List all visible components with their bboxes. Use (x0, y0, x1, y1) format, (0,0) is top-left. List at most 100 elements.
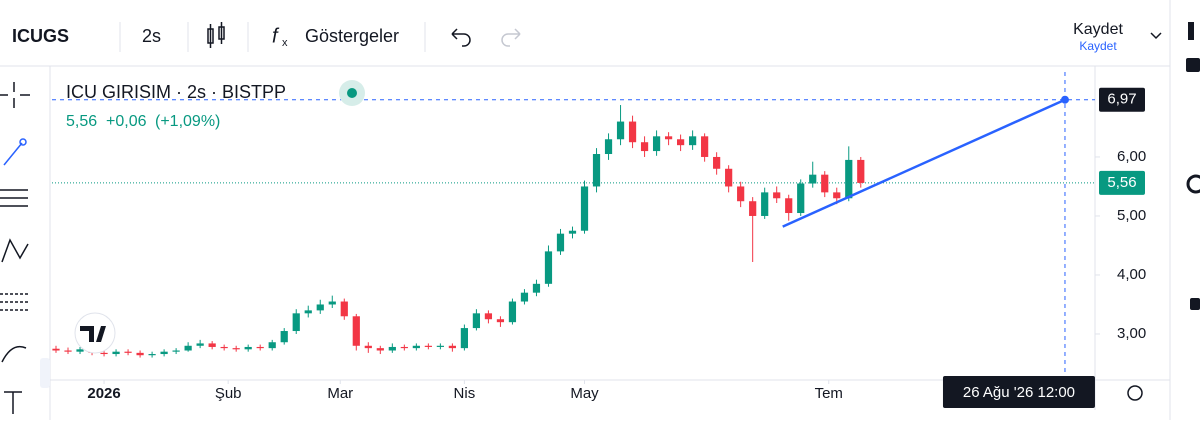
indicators[interactable]: Göstergeler (305, 26, 399, 46)
symbol[interactable]: ICUGS (12, 26, 69, 46)
candle-body (857, 159, 865, 183)
last-price-tag-bg (1099, 170, 1145, 195)
redo[interactable] (501, 28, 521, 47)
sidebar-icon[interactable] (1186, 58, 1200, 72)
candle-icon[interactable] (207, 22, 225, 48)
candle-body (556, 233, 565, 252)
crosshair-time-label: 26 Ağu '26 12:00 (963, 384, 1075, 401)
candle-body (592, 154, 601, 187)
candle-body (232, 348, 240, 350)
left-toolbar (0, 82, 30, 414)
undo[interactable] (451, 28, 471, 47)
candle-body (112, 351, 120, 355)
candle-body (316, 304, 324, 311)
candle-body (689, 136, 697, 146)
logo[interactable] (80, 326, 106, 342)
candle-body (520, 292, 529, 302)
legend-change-pct: (+1,09%) (155, 113, 220, 130)
candle-body (268, 342, 276, 349)
candle-body (244, 346, 252, 350)
save[interactable]: Kaydet (1073, 21, 1123, 38)
candle-body (845, 159, 853, 199)
candle-body (785, 198, 793, 214)
candle-body (604, 139, 613, 155)
candle-body (76, 349, 84, 352)
candle-body (472, 313, 481, 329)
save-menu[interactable] (1150, 32, 1162, 40)
fx-icon[interactable]: f (272, 25, 280, 47)
candle-body (737, 186, 745, 202)
trendline (782, 98, 1066, 228)
chart-title: ICU GIRISIM · 2s · BISTPP (66, 82, 286, 102)
candle-body (628, 121, 637, 143)
candle-body (412, 345, 420, 349)
last-price-label: 5,56 (1107, 174, 1136, 191)
interval[interactable]: 2s (142, 26, 161, 46)
candle-body (580, 186, 589, 231)
price-tag-bg (1099, 87, 1145, 112)
candle-body (436, 345, 444, 347)
candle-body (280, 331, 288, 343)
x-tick-label: May (570, 385, 599, 402)
candle-body (172, 350, 180, 352)
candle-body (484, 313, 493, 320)
candle-body (640, 142, 649, 152)
candle-body (160, 351, 168, 355)
candle-body (184, 345, 192, 351)
candle-body (340, 301, 348, 317)
sidebar-icon[interactable] (1188, 22, 1194, 40)
crosshair-tool[interactable] (0, 82, 30, 108)
logo-bg (74, 312, 116, 354)
candle-body (773, 192, 781, 199)
fx-icon-sub: x (282, 37, 288, 49)
top-toolbar: ICUGS 2s f x Göstergeler Kaydet Kaydet (0, 10, 1170, 65)
collapse-tab[interactable] (40, 358, 50, 388)
candle-body (424, 345, 432, 347)
candle-body (256, 346, 264, 349)
candle-body (352, 316, 360, 346)
candle-body (196, 343, 204, 346)
status-dot[interactable] (347, 88, 357, 98)
candle-body (713, 156, 721, 169)
candle-body (821, 174, 829, 193)
y-tick-label: 3,00 (1117, 325, 1146, 342)
x-tick-label: Mar (327, 385, 353, 402)
y-tick-label: 6,00 (1117, 148, 1146, 165)
brush-tool[interactable] (1, 345, 27, 363)
candle-body (652, 136, 661, 152)
pattern-tool[interactable] (1, 238, 29, 263)
sidebar-icon[interactable] (1186, 174, 1200, 194)
candle-body (328, 301, 336, 305)
text-tool[interactable] (4, 391, 22, 414)
candle-body (496, 319, 505, 323)
candle-body (448, 345, 456, 349)
y-tick-label: 5,00 (1117, 207, 1146, 224)
candle-body (664, 136, 673, 140)
fib-tool[interactable] (0, 189, 28, 207)
candle-body (100, 352, 108, 355)
y-tick-label: 4,00 (1117, 266, 1146, 283)
candle-body (568, 230, 577, 234)
trendline-handle (1060, 95, 1069, 104)
candle-body (725, 168, 733, 187)
candle-body (616, 121, 625, 140)
candle-body (532, 283, 541, 293)
x-tick-label: Tem (815, 385, 843, 402)
settings-icon[interactable] (1127, 385, 1143, 401)
plot: 3,00 4,00 5,00 6,00 2026 Şub Mar Nis May Tem 6,97 5… (52, 72, 1146, 408)
sidebar-icon[interactable] (1190, 298, 1200, 310)
candle-body (749, 201, 757, 216)
legend-change: +0,06 (106, 113, 147, 130)
candle-body (124, 351, 132, 353)
candle-body (292, 313, 300, 332)
crosshair-price-label: 6,97 (1107, 91, 1136, 108)
trendline-tool[interactable] (3, 142, 23, 166)
candle-body (761, 192, 769, 216)
candle-body (701, 136, 709, 157)
x-tick-label: Nis (454, 385, 476, 402)
candle-body (64, 350, 72, 352)
candle-body (676, 139, 685, 146)
candle-body (809, 174, 817, 184)
candle-body (797, 183, 805, 214)
x-tick-label: Şub (215, 385, 242, 402)
